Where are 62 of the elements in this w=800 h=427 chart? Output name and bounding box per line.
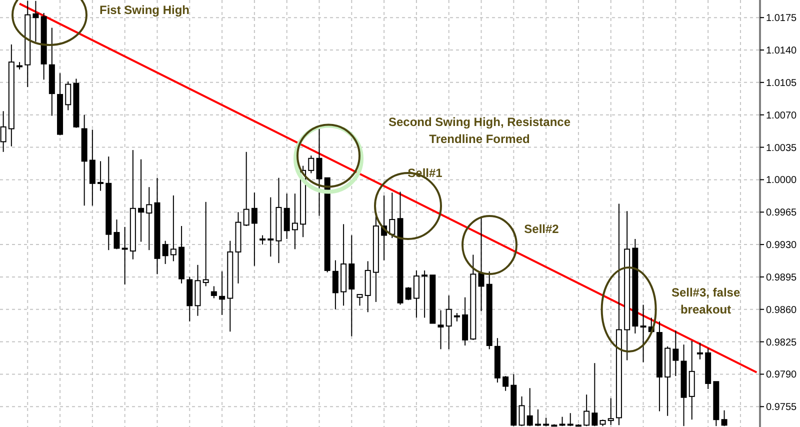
candlestick [446, 294, 452, 350]
annotation: Sell#3, false breakout [671, 286, 740, 317]
candlestick [251, 192, 258, 266]
candlestick [210, 286, 217, 299]
candlestick [640, 304, 646, 363]
candlestick [284, 193, 290, 240]
candlestick [478, 217, 484, 312]
annotation: Sell#1 [408, 166, 443, 180]
candlestick [260, 234, 266, 246]
candlestick [534, 408, 541, 427]
y-tick-label: 1.0000 [766, 175, 798, 186]
candlestick [170, 194, 176, 262]
candlestick [518, 396, 525, 427]
candlestick [0, 110, 6, 152]
candlestick [438, 310, 444, 350]
y-tick-label: 0.9860 [766, 304, 798, 316]
candlestick [584, 394, 590, 427]
y-tick-label: 1.0035 [766, 142, 798, 154]
candlestick [268, 196, 274, 258]
candlestick [672, 330, 679, 377]
candlestick [389, 192, 396, 239]
candlestick [316, 126, 322, 216]
candlestick [559, 416, 566, 427]
candlestick [98, 160, 104, 192]
candlestick [721, 410, 728, 427]
candlestick [65, 81, 72, 111]
candlestick [89, 129, 96, 206]
annotation: Second Swing High, Resistance Trendline Formed [388, 114, 571, 146]
annotation: Fist Swing High [100, 3, 190, 18]
candlestick [356, 294, 363, 306]
y-tick-label: 0.9825 [766, 337, 798, 348]
candlestick [502, 376, 509, 392]
candlestick [243, 151, 250, 227]
candlestick [219, 270, 226, 316]
candlestick [413, 270, 420, 318]
candlestick [32, 0, 39, 42]
candlestick [696, 342, 703, 360]
candlestick [146, 186, 152, 251]
candlestick [202, 201, 209, 287]
candlestick [308, 155, 314, 174]
annotation: Sell#2 [524, 222, 560, 236]
candlestick [567, 412, 574, 427]
y-tick-label: 0.9790 [766, 370, 798, 381]
y-tick-label: 0.9755 [766, 402, 798, 414]
candlestick [526, 388, 533, 427]
candlestick [292, 193, 298, 250]
candlestick [162, 240, 168, 264]
candlestick [422, 270, 428, 318]
candlestick [592, 362, 598, 427]
y-tick-label: 1.0070 [766, 110, 798, 122]
candlestick [608, 398, 614, 426]
candlestick [405, 286, 412, 301]
y-tick-label: 1.0140 [766, 46, 798, 57]
y-tick-label: 0.9965 [766, 208, 798, 219]
candlestick [122, 226, 128, 285]
y-tick-label: 1.0105 [766, 78, 798, 89]
candlestick [332, 260, 338, 310]
candlestick [138, 158, 144, 242]
y-tick-label: 1.0175 [766, 13, 798, 24]
y-tick-label: 0.9895 [766, 272, 798, 284]
y-tick-label: 0.9930 [766, 240, 798, 252]
candlestick [114, 219, 120, 250]
